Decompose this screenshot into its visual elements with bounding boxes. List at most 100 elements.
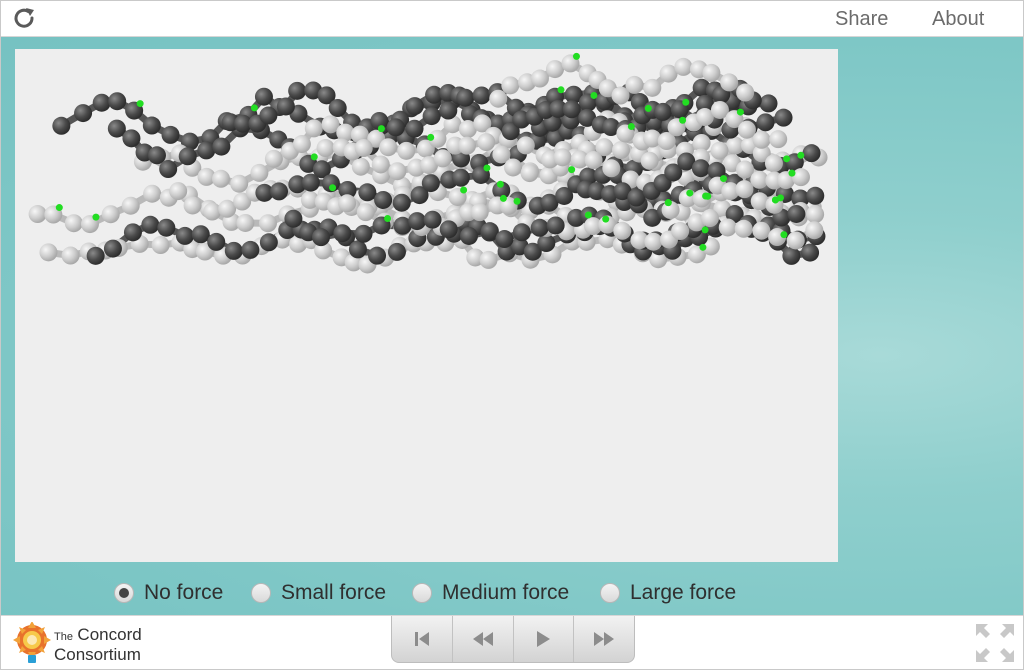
light-atom[interactable] — [752, 144, 771, 163]
dark-atom[interactable] — [613, 182, 632, 201]
light-atom[interactable] — [720, 73, 739, 92]
light-atom[interactable] — [388, 162, 407, 181]
dark-atom[interactable] — [787, 204, 806, 223]
light-atom[interactable] — [750, 170, 769, 189]
light-atom[interactable] — [473, 114, 492, 133]
dark-atom[interactable] — [157, 218, 176, 237]
reload-icon[interactable] — [13, 7, 37, 31]
light-atom[interactable] — [316, 139, 335, 158]
light-atom[interactable] — [516, 136, 535, 155]
dark-atom[interactable] — [288, 81, 307, 100]
dark-atom[interactable] — [537, 234, 556, 253]
light-atom[interactable] — [630, 231, 649, 250]
dark-atom[interactable] — [207, 232, 226, 251]
dark-atom[interactable] — [338, 180, 357, 199]
dark-atom[interactable] — [439, 101, 458, 120]
light-atom[interactable] — [203, 202, 222, 221]
dark-atom[interactable] — [405, 119, 424, 138]
dark-atom[interactable] — [86, 246, 105, 265]
light-atom[interactable] — [520, 164, 539, 183]
dark-atom[interactable] — [354, 224, 373, 243]
dark-atom[interactable] — [317, 86, 336, 105]
light-atom[interactable] — [39, 243, 58, 262]
light-atom[interactable] — [151, 236, 170, 255]
light-atom[interactable] — [230, 174, 249, 193]
dark-atom[interactable] — [410, 186, 429, 205]
light-atom[interactable] — [371, 155, 390, 174]
dark-atom[interactable] — [288, 175, 307, 194]
light-atom[interactable] — [752, 221, 771, 240]
dark-atom[interactable] — [578, 108, 597, 127]
light-atom[interactable] — [750, 192, 769, 211]
light-atom[interactable] — [28, 205, 47, 224]
dark-atom[interactable] — [374, 190, 393, 209]
light-atom[interactable] — [64, 214, 83, 233]
dark-atom[interactable] — [284, 209, 303, 228]
radio-no-force[interactable]: No force — [114, 578, 223, 608]
dark-atom[interactable] — [333, 224, 352, 243]
rewind-button[interactable] — [453, 616, 514, 662]
dark-atom[interactable] — [370, 111, 389, 130]
light-atom[interactable] — [659, 64, 678, 83]
dark-atom[interactable] — [423, 210, 442, 229]
dark-atom[interactable] — [92, 93, 111, 112]
light-atom[interactable] — [764, 154, 783, 173]
light-atom[interactable] — [236, 213, 255, 232]
dark-atom[interactable] — [472, 86, 491, 105]
light-atom[interactable] — [300, 190, 319, 209]
dark-atom[interactable] — [387, 242, 406, 261]
light-atom[interactable] — [583, 217, 602, 236]
dark-atom[interactable] — [312, 160, 331, 179]
light-atom[interactable] — [736, 83, 755, 102]
light-atom[interactable] — [504, 158, 523, 177]
dark-atom[interactable] — [549, 99, 568, 118]
light-atom[interactable] — [233, 192, 252, 211]
light-atom[interactable] — [725, 136, 744, 155]
dark-atom[interactable] — [142, 116, 161, 135]
dark-atom[interactable] — [254, 87, 273, 106]
light-atom[interactable] — [336, 123, 355, 142]
radio-button-checked[interactable] — [114, 583, 134, 603]
light-atom[interactable] — [379, 138, 398, 157]
light-atom[interactable] — [661, 201, 680, 220]
dark-atom[interactable] — [197, 141, 216, 160]
light-atom[interactable] — [433, 149, 452, 168]
light-atom[interactable] — [649, 250, 668, 269]
light-atom[interactable] — [702, 63, 721, 82]
light-atom[interactable] — [121, 196, 140, 215]
dark-atom[interactable] — [495, 230, 514, 249]
dark-atom[interactable] — [74, 104, 93, 123]
dark-atom[interactable] — [782, 246, 801, 265]
light-atom[interactable] — [292, 135, 311, 154]
light-atom[interactable] — [791, 168, 810, 187]
light-atom[interactable] — [657, 132, 676, 151]
dark-atom[interactable] — [178, 147, 197, 166]
light-atom[interactable] — [718, 218, 737, 237]
dark-atom[interactable] — [439, 220, 458, 239]
light-atom[interactable] — [710, 141, 729, 160]
dark-atom[interactable] — [301, 173, 320, 192]
dark-atom[interactable] — [241, 240, 260, 259]
dark-atom[interactable] — [512, 223, 531, 242]
light-atom[interactable] — [101, 205, 120, 224]
fullscreen-icon[interactable] — [974, 622, 1016, 664]
light-atom[interactable] — [477, 133, 496, 152]
light-atom[interactable] — [692, 133, 711, 152]
light-atom[interactable] — [695, 108, 714, 127]
dark-atom[interactable] — [405, 97, 424, 116]
light-atom[interactable] — [489, 89, 508, 108]
light-atom[interactable] — [806, 205, 825, 224]
light-atom[interactable] — [420, 156, 439, 175]
light-atom[interactable] — [169, 182, 188, 201]
dark-atom[interactable] — [459, 226, 478, 245]
dark-atom[interactable] — [546, 216, 565, 235]
dark-atom[interactable] — [259, 233, 278, 252]
light-atom[interactable] — [356, 203, 375, 222]
dark-atom[interactable] — [695, 94, 714, 113]
skip-to-start-button[interactable] — [392, 616, 453, 662]
light-atom[interactable] — [314, 241, 333, 260]
light-atom[interactable] — [354, 139, 373, 158]
radio-button[interactable] — [600, 583, 620, 603]
dark-atom[interactable] — [255, 183, 274, 202]
light-atom[interactable] — [769, 130, 788, 149]
